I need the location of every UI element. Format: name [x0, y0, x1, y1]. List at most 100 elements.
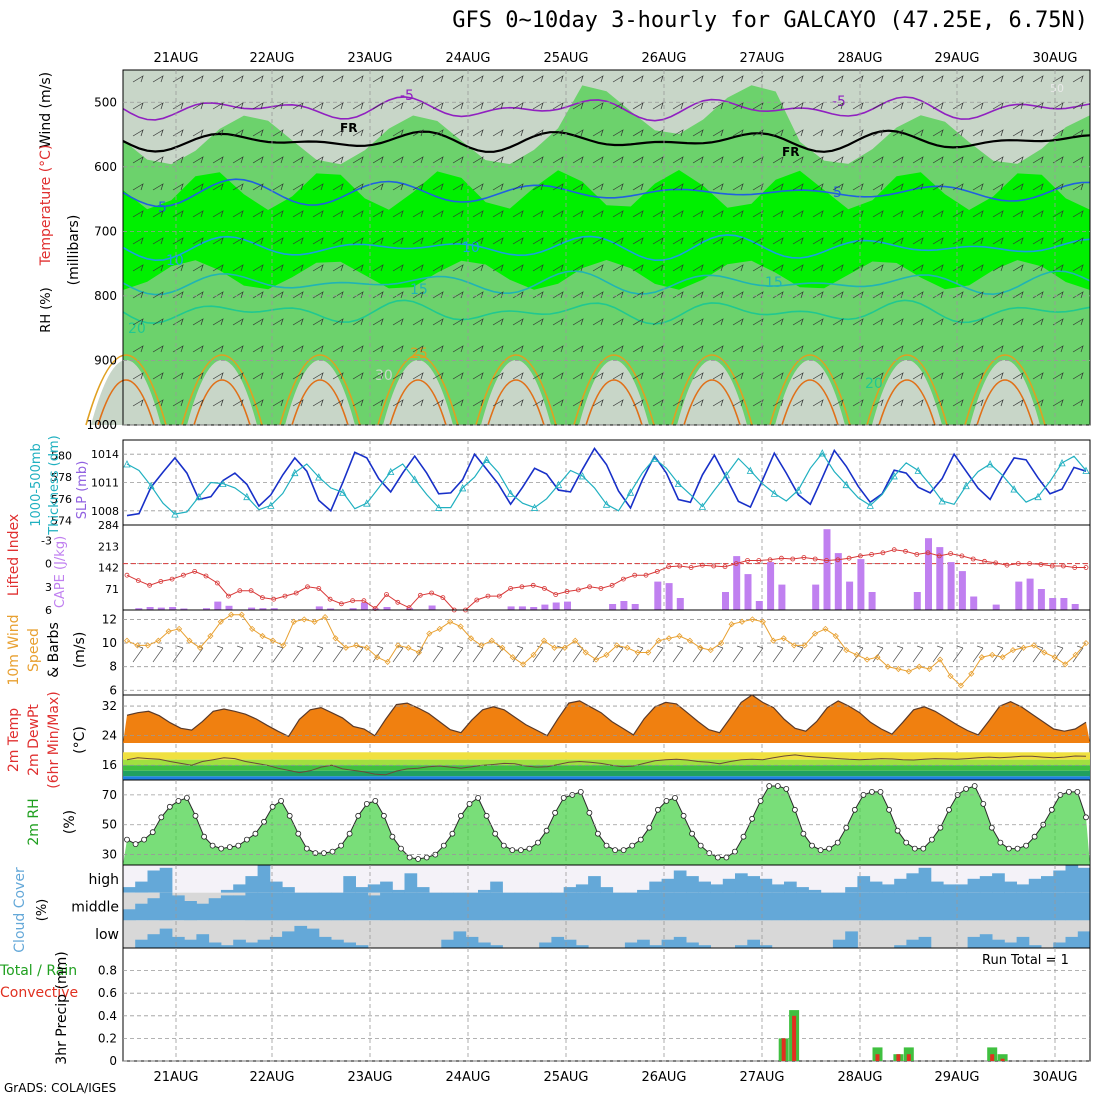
wind-barb — [892, 264, 904, 272]
wind-barb — [452, 210, 464, 218]
cape-bar — [259, 608, 267, 610]
rh2m-point — [732, 848, 738, 855]
cloud-bar — [282, 892, 295, 921]
wind-barb — [812, 345, 824, 353]
cloud-bar — [429, 892, 442, 921]
lifted-index-point — [259, 595, 265, 600]
wind10m-barb — [812, 645, 824, 663]
rh2m-point — [577, 789, 584, 795]
boundary-layer-dry-region — [677, 360, 747, 425]
wind-barb — [432, 75, 444, 83]
wind-barb — [152, 399, 164, 407]
wind-barb — [332, 264, 344, 272]
wind-barb — [1072, 75, 1084, 83]
cloud-bar — [282, 931, 295, 948]
precip-conv-bar — [896, 1054, 901, 1061]
date-label-top: 24AUG — [445, 51, 490, 66]
rh2m-point — [243, 836, 250, 843]
wind-barb — [192, 237, 204, 245]
rh2m-point — [586, 809, 593, 816]
wind-ylabel-units: (m/s) — [72, 632, 88, 669]
wind10m-barb — [312, 645, 324, 663]
wind-barb — [392, 345, 404, 353]
lifted-index-point — [338, 601, 344, 607]
rh2m-point — [963, 786, 969, 792]
wind10m-point — [738, 618, 746, 625]
wind-barb — [972, 399, 984, 407]
rh2m-point — [920, 845, 927, 852]
wind-barb — [812, 318, 824, 326]
wind-barb — [832, 372, 844, 380]
lifted-index-point — [203, 573, 209, 579]
wind10m-point — [759, 618, 766, 625]
wind-barb — [352, 156, 364, 164]
wind-barb — [932, 318, 944, 326]
lifted-index-point — [948, 551, 953, 556]
thickness-point — [722, 470, 731, 479]
cloud-bar — [649, 945, 662, 948]
pressure-tick-label: 800 — [94, 289, 117, 303]
wind-barb — [1052, 237, 1064, 245]
wind-barb — [152, 318, 164, 326]
wind-barb — [132, 264, 144, 272]
cape-tick-label: 142 — [98, 562, 119, 575]
cape-bar — [225, 605, 233, 610]
wind-barb — [732, 399, 744, 407]
thickness-point — [962, 481, 970, 490]
cloud-bar — [294, 925, 308, 948]
rh2m-point — [655, 806, 661, 813]
wind-barb — [252, 129, 264, 137]
wind-barb — [1032, 75, 1044, 83]
wind-barb — [832, 291, 844, 299]
thickness-tick-label: 576 — [51, 493, 72, 506]
wind-barb — [352, 318, 364, 326]
rh-tick-label: 50 — [102, 818, 117, 832]
wind10m-point — [593, 656, 600, 663]
pressure-tick-label: 900 — [94, 353, 117, 367]
wind-barb — [952, 156, 964, 164]
wind-barb — [252, 372, 264, 380]
lifted-index-point — [384, 592, 389, 597]
rh2m-point — [946, 806, 952, 813]
wind-barb — [552, 183, 564, 191]
cape-bar — [936, 547, 944, 610]
cape-bar — [518, 606, 526, 610]
cape-bar — [203, 608, 210, 610]
wind-barb — [632, 102, 644, 110]
lifted-index-point — [711, 563, 717, 569]
pressure-tick-label: 700 — [94, 224, 117, 238]
wind-barb — [732, 75, 744, 83]
pressure-tick-label: 1000 — [86, 418, 117, 432]
wind-barb — [612, 210, 624, 218]
cape-bar — [157, 607, 165, 610]
wind10m-point — [176, 625, 183, 632]
lifted-index-point — [564, 589, 570, 594]
thickness-point — [554, 480, 563, 489]
wind-barb — [712, 102, 724, 110]
wind10m-barb — [632, 645, 644, 663]
wind-barb — [872, 183, 884, 191]
thickness-tick-label: 578 — [51, 471, 72, 484]
boundary-layer-dry-region — [481, 360, 551, 425]
wind-barb — [512, 210, 524, 218]
wind-barb — [212, 129, 224, 137]
wind-barb — [292, 318, 304, 326]
wind-barb — [132, 102, 144, 110]
cloud-bar — [1004, 942, 1017, 948]
wind-barb — [812, 183, 824, 191]
wind10m-point — [530, 651, 537, 658]
wind-barb — [1052, 102, 1064, 110]
wind-barb — [712, 156, 724, 164]
precip-conv-bar — [990, 1054, 995, 1061]
wind10m-point — [217, 618, 224, 625]
rh2m-point — [800, 830, 807, 837]
wind10m-point — [582, 649, 589, 656]
cloud-bar — [465, 936, 479, 948]
wind-barb — [352, 345, 364, 353]
cape-bar — [349, 608, 357, 610]
contour-label-30: 30 — [375, 368, 393, 384]
wind-barb — [912, 264, 924, 272]
wind-barb — [692, 318, 704, 326]
date-label-top: 23AUG — [347, 51, 392, 66]
wind-barb — [192, 129, 204, 137]
